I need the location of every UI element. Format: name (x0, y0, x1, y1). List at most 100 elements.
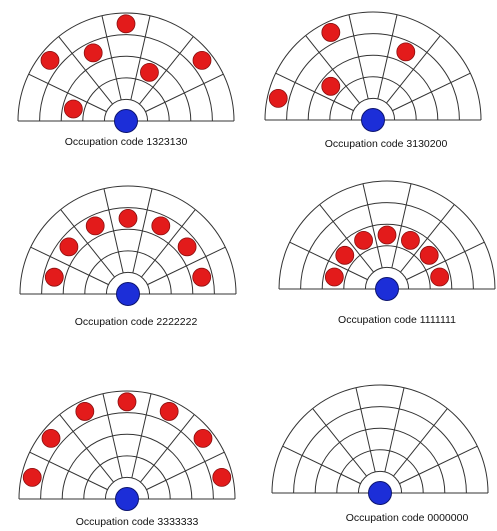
occupied-marker-sector-4 (116, 14, 136, 34)
grid-sector-line-1 (30, 246, 109, 286)
grid-sector-line-4 (131, 393, 152, 479)
grid-ring-1 (105, 271, 151, 295)
center-marker (116, 282, 140, 306)
grid-sector-line-4 (384, 387, 405, 473)
grid-ring-1 (364, 266, 410, 290)
occupied-marker-sector-7 (430, 267, 450, 287)
occupied-marker-sector-1 (44, 267, 64, 287)
occupied-marker-sector-1 (63, 99, 83, 119)
center-marker (368, 481, 392, 505)
grid-ring-5 (271, 384, 489, 494)
occupied-marker-sector-4 (377, 225, 397, 245)
center-marker (375, 277, 399, 301)
grid-sector-line-3 (101, 15, 122, 101)
center-marker (114, 109, 138, 133)
occupied-markers (22, 392, 232, 511)
grid-sector-line-2 (58, 36, 113, 105)
grid-ring-5 (17, 12, 235, 122)
grid-sector-line-4 (130, 15, 151, 101)
grid-sector-line-4 (132, 188, 153, 274)
occupied-markers (368, 481, 392, 505)
grid-ring-4 (293, 406, 467, 494)
panel-3: Occupation code 2222222 (19, 185, 237, 328)
grid-ring-4 (39, 34, 213, 122)
occupied-marker-sector-1 (268, 88, 288, 108)
center-marker (115, 487, 139, 511)
occupied-marker-sector-2 (59, 237, 79, 257)
grid-ring-5 (18, 390, 236, 500)
grid-ring-5 (278, 180, 496, 290)
grid-sector-line-5 (400, 204, 455, 273)
occupied-marker-sector-3 (83, 43, 103, 63)
occupied-marker-sector-6 (177, 237, 197, 257)
grid-sector-line-5 (393, 408, 448, 477)
grid-sector-line-3 (362, 183, 383, 269)
semicircle-grid (264, 11, 482, 121)
grid-sector-line-2 (60, 209, 115, 278)
grid-sector-line-5 (140, 414, 195, 483)
grid-sector-line-6 (147, 246, 226, 286)
occupied-markers (40, 14, 212, 133)
panel-1-caption: Occupation code 1323130 (65, 136, 188, 148)
occupied-markers (268, 23, 416, 132)
occupied-marker-sector-3 (75, 402, 95, 421)
occupied-markers (44, 208, 212, 306)
occupied-marker-sector-2 (335, 245, 355, 265)
panel-2-caption: Occupation code 3130200 (325, 138, 448, 150)
occupied-marker-sector-5 (396, 42, 416, 62)
grid-sector-line-1 (275, 72, 354, 112)
occupied-marker-sector-2 (321, 76, 341, 96)
grid-ring-4 (286, 33, 460, 121)
occupied-marker-sector-3 (354, 230, 373, 250)
grid-sector-line-6 (145, 73, 224, 113)
occupied-markers (324, 225, 450, 301)
grid-ring-5 (19, 185, 237, 295)
occupied-marker-sector-3 (85, 216, 105, 236)
occupied-marker-sector-4 (117, 392, 137, 412)
grid-sector-line-3 (102, 393, 123, 479)
grid-sector-line-6 (399, 445, 478, 485)
grid-sector-line-6 (392, 72, 471, 112)
panel-3-caption: Occupation code 2222222 (75, 316, 198, 328)
occupied-marker-sector-5 (159, 402, 179, 421)
occupied-marker-sector-2 (40, 50, 60, 70)
panel-6: Occupation code 0000000 (271, 384, 489, 524)
center-marker (361, 108, 385, 132)
grid-ring-4 (40, 412, 214, 500)
occupied-marker-sector-1 (324, 267, 344, 287)
occupied-marker-sector-7 (212, 467, 232, 487)
occupied-marker-sector-5 (140, 62, 159, 82)
grid-sector-line-1 (28, 73, 107, 113)
panel-2: Occupation code 3130200 (264, 11, 482, 150)
grid-ring-4 (41, 207, 215, 295)
panel-6-caption: Occupation code 0000000 (346, 512, 469, 524)
grid-sector-line-2 (305, 35, 360, 104)
occupied-marker-sector-6 (192, 50, 212, 70)
grid-ring-1 (357, 470, 403, 494)
occupied-marker-sector-6 (419, 245, 439, 265)
occupied-marker-sector-6 (193, 428, 213, 448)
occupied-marker-sector-4 (118, 208, 138, 228)
grid-sector-line-1 (289, 241, 368, 281)
grid-sector-line-2 (312, 408, 367, 477)
panel-4-caption: Occupation code 1111111 (338, 314, 456, 326)
grid-sector-line-5 (139, 36, 194, 105)
occupied-marker-sector-5 (401, 230, 420, 250)
grid-sector-line-2 (319, 204, 374, 273)
occupied-marker-sector-3 (321, 23, 341, 42)
grid-sector-line-2 (59, 414, 114, 483)
occupied-marker-sector-5 (151, 216, 171, 236)
grid-sector-line-3 (348, 14, 369, 100)
grid-sector-line-3 (355, 387, 376, 473)
grid-sector-line-4 (377, 14, 398, 100)
grid-sector-line-1 (282, 445, 361, 485)
grid-sector-line-6 (146, 451, 225, 491)
grid-sector-line-5 (386, 35, 441, 104)
grid-ring-5 (264, 11, 482, 121)
panel-5-caption: Occupation code 3333333 (76, 516, 199, 528)
grid-sector-line-3 (103, 188, 124, 274)
semicircle-grid (271, 384, 489, 494)
panel-5: Occupation code 3333333 (18, 390, 236, 528)
occupied-marker-sector-1 (22, 467, 42, 487)
